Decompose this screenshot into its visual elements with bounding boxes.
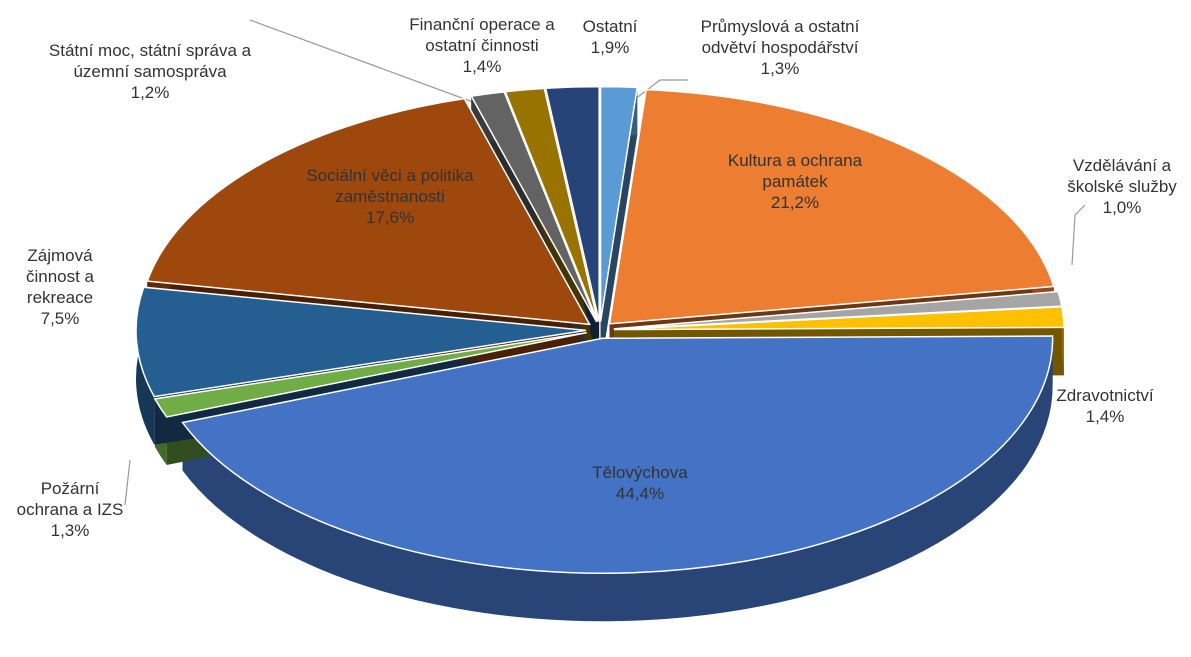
category-label: Ostatní <box>582 17 638 36</box>
value-label: 7,5% <box>40 309 80 328</box>
value-label: 17,6% <box>365 208 415 227</box>
slice-label: Tělovýchova 44,4% <box>540 462 740 504</box>
slice-label: Požární ochrana a IZS 1,3% <box>10 478 130 541</box>
slice-label: Finanční operace a ostatní činnosti 1,4% <box>397 14 567 77</box>
leader-line <box>249 19 501 113</box>
category-label: Finanční operace a ostatní činnosti <box>409 15 555 55</box>
slice-label: Vzdělávání a školské služby 1,0% <box>1057 155 1187 218</box>
slice <box>544 85 600 322</box>
category-label: Zájmová činnost a rekreace <box>25 246 95 307</box>
value-label: 21,2% <box>770 193 820 212</box>
slice <box>146 97 591 326</box>
leader-line <box>629 79 688 104</box>
category-label: Kultura a ochrana památek <box>727 151 863 191</box>
category-label: Požární ochrana a IZS <box>16 479 124 519</box>
category-label: Vzdělávání a školské služby <box>1067 156 1177 196</box>
slice-side <box>600 86 638 370</box>
leader-line <box>1071 204 1086 266</box>
category-label: Zdravotnictví <box>1056 386 1154 405</box>
slice <box>135 286 587 398</box>
category-label: Tělovýchova <box>592 463 688 482</box>
slice <box>608 88 1055 325</box>
value-label: 1,2% <box>130 83 170 102</box>
value-label: 1,4% <box>1085 407 1125 426</box>
slice-label: Průmyslová a ostatní odvětví hospodářstv… <box>675 16 885 79</box>
value-label: 1,3% <box>760 59 800 78</box>
value-label: 44,4% <box>615 484 665 503</box>
leader-line <box>124 459 131 506</box>
slice-label: Státní moc, státní správa a územní samos… <box>20 40 280 103</box>
category-label: Státní moc, státní správa a územní samos… <box>48 41 252 81</box>
slice-label: Sociální věci a politika zaměstnanosti 17… <box>265 165 515 228</box>
slice <box>504 87 599 322</box>
category-label: Sociální věci a politika zaměstnanosti <box>306 166 474 206</box>
slice-label: Zdravotnictví 1,4% <box>1045 385 1165 427</box>
category-label: Průmyslová a ostatní odvětví hospodářstv… <box>700 17 860 57</box>
slice-label: Kultura a ochrana památek 21,2% <box>695 150 895 213</box>
slice <box>181 335 1054 574</box>
slice <box>599 85 639 322</box>
slice-label: Zájmová činnost a rekreace 7,5% <box>5 245 115 329</box>
value-label: 1,3% <box>50 521 90 540</box>
slice <box>153 331 587 418</box>
value-label: 1,4% <box>462 57 502 76</box>
value-label: 1,0% <box>1102 198 1142 217</box>
value-label: 1,9% <box>590 38 630 57</box>
slice <box>470 91 598 323</box>
leader-lines <box>124 19 1086 506</box>
slice-side <box>182 336 1053 622</box>
slice <box>613 305 1065 331</box>
slice-label: Ostatní 1,9% <box>575 16 645 58</box>
